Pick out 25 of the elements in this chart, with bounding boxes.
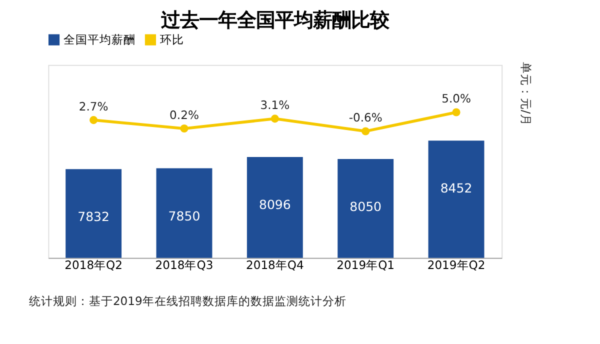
point (90, 116, 98, 124)
point (180, 124, 188, 133)
point (270, 114, 279, 123)
x-tick-label: 2019年Q1 (336, 258, 395, 272)
data-label: -0.6% (348, 110, 382, 125)
x-tick-label: 2018年Q2 (64, 258, 123, 272)
data-label: 8096 (258, 197, 291, 212)
text: 统计规则：基于2019年在线招聘数据库的数据监测统计分析 (28, 294, 346, 308)
x-tick-label: 2018年Q3 (155, 258, 214, 272)
data-label: 8452 (440, 180, 472, 196)
legend-label: 全国平均薪酬 (64, 32, 136, 47)
data-label: 5.0% (442, 92, 471, 106)
x-tick-label: 2019年Q2 (427, 258, 486, 272)
point (452, 108, 460, 116)
data-label: 0.2% (170, 108, 199, 122)
legend-label: 环比 (160, 32, 184, 47)
data-label: 2.7% (78, 99, 108, 114)
chart-title: 过去一年全国平均薪酬比较 (160, 8, 390, 32)
point (362, 127, 370, 136)
x-tick-label: 2018年Q4 (246, 258, 304, 272)
text: 单元：元/月 (518, 62, 533, 126)
data-label: 8050 (350, 199, 382, 214)
data-label: 3.1% (260, 98, 290, 112)
data-label: 7850 (168, 208, 200, 224)
data-label: 7832 (78, 209, 110, 224)
